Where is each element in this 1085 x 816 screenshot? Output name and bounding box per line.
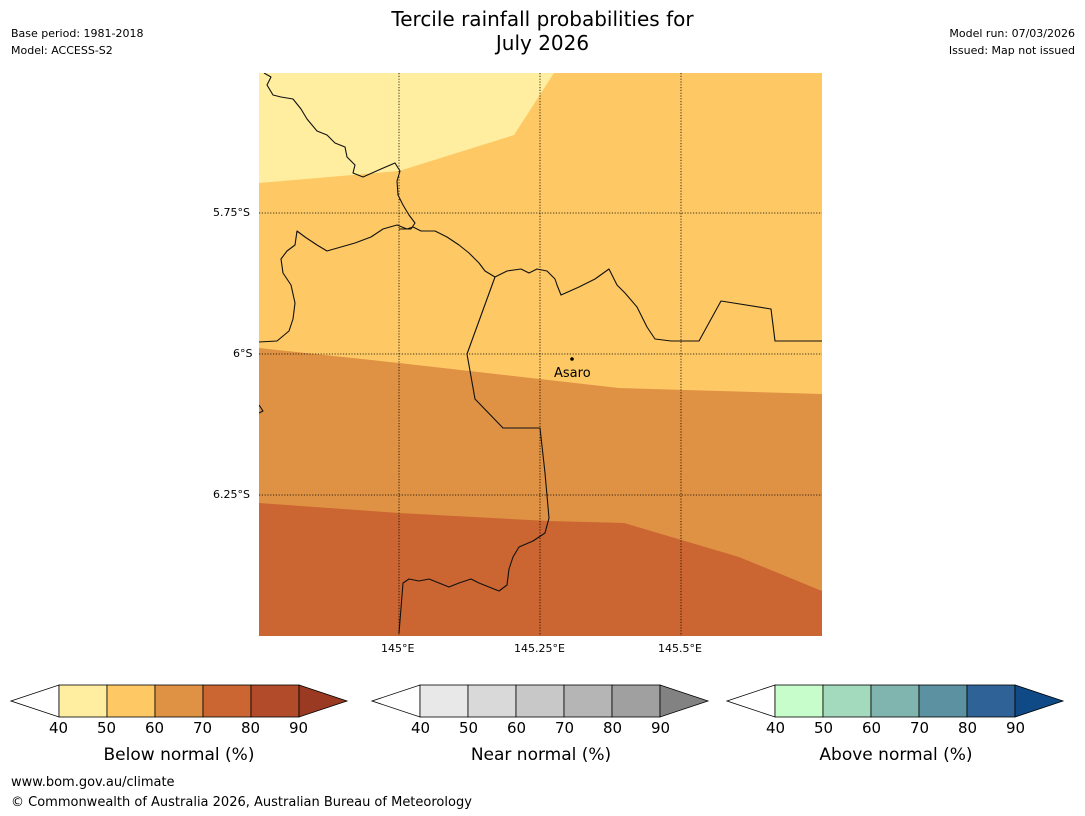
lon-label-145-5: 145.5°E xyxy=(658,642,702,655)
near-swatch-40-50 xyxy=(419,684,469,718)
lon-label-145-25: 145.25°E xyxy=(514,642,565,655)
near-extend-min xyxy=(371,684,421,718)
above-tick-90: 90 xyxy=(1006,719,1026,737)
below-extend-min xyxy=(10,684,60,718)
base-period-text: Base period: 1981-2018 xyxy=(11,27,144,40)
colorbar-below-normal xyxy=(10,684,349,718)
title-line-2: July 2026 xyxy=(495,31,590,55)
above-tick-50: 50 xyxy=(814,719,834,737)
above-extend-max xyxy=(1014,684,1065,718)
near-tick-80: 80 xyxy=(603,719,623,737)
below-swatch-40-50 xyxy=(58,684,108,718)
near-tick-60: 60 xyxy=(507,719,527,737)
below-swatch-60-70 xyxy=(154,684,204,718)
colorbar-near-normal xyxy=(371,684,710,718)
boundaries xyxy=(259,73,822,634)
near-extend-max xyxy=(659,684,710,718)
boundary-central xyxy=(259,224,822,343)
above-normal-label: Above normal (%) xyxy=(819,745,973,765)
footer-url: www.bom.gov.au/climate xyxy=(11,775,175,790)
above-swatch-60-70 xyxy=(870,684,920,718)
below-swatch-70-80 xyxy=(202,684,252,718)
band-below-40-50 xyxy=(259,73,554,183)
below-tick-70: 70 xyxy=(193,719,213,737)
near-tick-90: 90 xyxy=(651,719,671,737)
title-line-1: Tercile rainfall probabilities for xyxy=(391,7,694,31)
lat-label-5-75: 5.75°S xyxy=(213,206,250,219)
above-tick-40: 40 xyxy=(766,719,786,737)
near-swatch-70-80 xyxy=(563,684,613,718)
above-swatch-50-60 xyxy=(822,684,872,718)
near-tick-50: 50 xyxy=(459,719,479,737)
lon-label-145: 145°E xyxy=(381,642,415,655)
above-swatch-80-90 xyxy=(966,684,1016,718)
lat-label-6-25: 6.25°S xyxy=(213,488,250,501)
below-normal-label: Below normal (%) xyxy=(103,745,255,765)
map-title: Tercile rainfall probabilities for July … xyxy=(0,7,1085,55)
boundary-east-arm xyxy=(398,276,550,634)
footer-copyright: © Commonwealth of Australia 2026, Austra… xyxy=(11,795,472,810)
below-tick-80: 80 xyxy=(241,719,261,737)
below-extend-max xyxy=(298,684,349,718)
above-tick-70: 70 xyxy=(910,719,930,737)
above-swatch-70-80 xyxy=(918,684,968,718)
near-tick-70: 70 xyxy=(555,719,575,737)
model-run-text: Model run: 07/03/2026 xyxy=(949,27,1075,40)
below-swatch-80-90 xyxy=(250,684,300,718)
above-tick-60: 60 xyxy=(862,719,882,737)
colorbar-above-normal xyxy=(726,684,1065,718)
asaro-label: Asaro xyxy=(554,366,591,381)
boundary-west-stub xyxy=(259,404,264,414)
below-tick-50: 50 xyxy=(97,719,117,737)
below-swatch-50-60 xyxy=(106,684,156,718)
asaro-marker xyxy=(570,357,574,361)
near-swatch-50-60 xyxy=(467,684,517,718)
header-right-meta: Model run: 07/03/2026 Issued: Map not is… xyxy=(949,25,1075,59)
lat-label-6: 6°S xyxy=(233,347,253,360)
above-swatch-40-50 xyxy=(774,684,824,718)
model-text: Model: ACCESS-S2 xyxy=(11,44,113,57)
near-swatch-60-70 xyxy=(515,684,565,718)
below-tick-40: 40 xyxy=(49,719,69,737)
above-tick-80: 80 xyxy=(958,719,978,737)
below-tick-90: 90 xyxy=(289,719,309,737)
below-tick-60: 60 xyxy=(145,719,165,737)
near-swatch-80-90 xyxy=(611,684,661,718)
near-tick-40: 40 xyxy=(411,719,431,737)
issued-text: Issued: Map not issued xyxy=(948,44,1075,57)
near-normal-label: Near normal (%) xyxy=(470,745,612,765)
above-extend-min xyxy=(726,684,776,718)
header-left-meta: Base period: 1981-2018 Model: ACCESS-S2 xyxy=(11,25,143,59)
boundary-north xyxy=(263,73,416,230)
probability-map: Asaro xyxy=(259,73,822,636)
